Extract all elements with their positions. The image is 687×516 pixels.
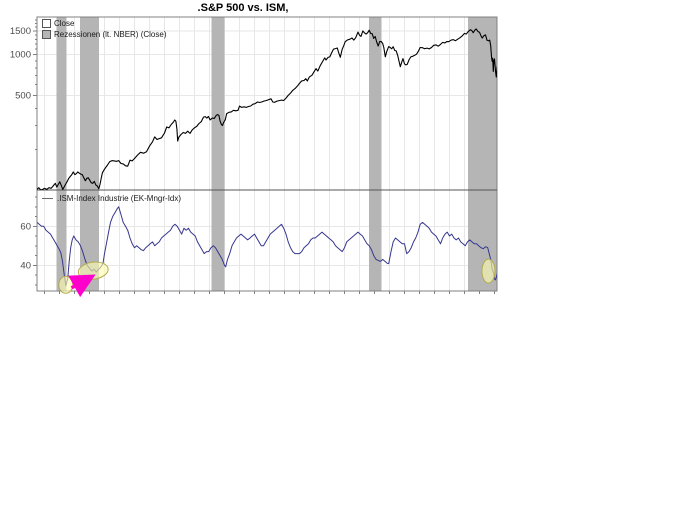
- chart-title: .S&P 500 vs. ISM,: [197, 2, 289, 14]
- sp500-line: [37, 28, 497, 190]
- recession-band: [80, 17, 100, 291]
- recession-band: [368, 17, 382, 291]
- recession-band: [56, 17, 67, 291]
- recession-band: [468, 17, 497, 291]
- ism-line: [37, 206, 497, 287]
- y-axis-tick-label: 500: [15, 90, 31, 101]
- y-axis-tick-label: 1500: [10, 26, 31, 37]
- y-axis-tick-label: 40: [20, 260, 31, 271]
- legend-item-ism: .ISM-Index Industrie (EK-Mngr-Idx): [42, 194, 181, 203]
- y-axis-tick-label: 60: [20, 221, 31, 232]
- close-series-label: Close: [54, 19, 75, 28]
- arrow-annotation: [68, 274, 96, 298]
- close-series-checkbox-icon[interactable]: [42, 19, 51, 28]
- highlight-ellipse: [58, 275, 74, 294]
- recession-series-label: Rezessionen (lt. NBER) (Close): [54, 30, 167, 39]
- plot-frame: [36, 16, 498, 292]
- legend-item-recessions[interactable]: Rezessionen (lt. NBER) (Close): [42, 30, 166, 39]
- highlight-ellipse: [481, 258, 496, 284]
- ism-series-label: .ISM-Index Industrie (EK-Mngr-Idx): [57, 194, 182, 203]
- ism-line-sample-icon: [42, 198, 53, 199]
- recession-band: [211, 17, 225, 291]
- legend-item-close[interactable]: Close: [42, 19, 166, 28]
- chart-area: .S&P 500 vs. ISM, 500 1000 1500 40 60 Close …: [0, 0, 520, 310]
- legend-top: Close Rezessionen (lt. NBER) (Close): [42, 19, 166, 41]
- y-axis-tick-label: 1000: [10, 50, 31, 61]
- recession-swatch-icon[interactable]: [42, 30, 51, 39]
- chart-canvas: 500 1000 1500 40 60: [10, 16, 498, 298]
